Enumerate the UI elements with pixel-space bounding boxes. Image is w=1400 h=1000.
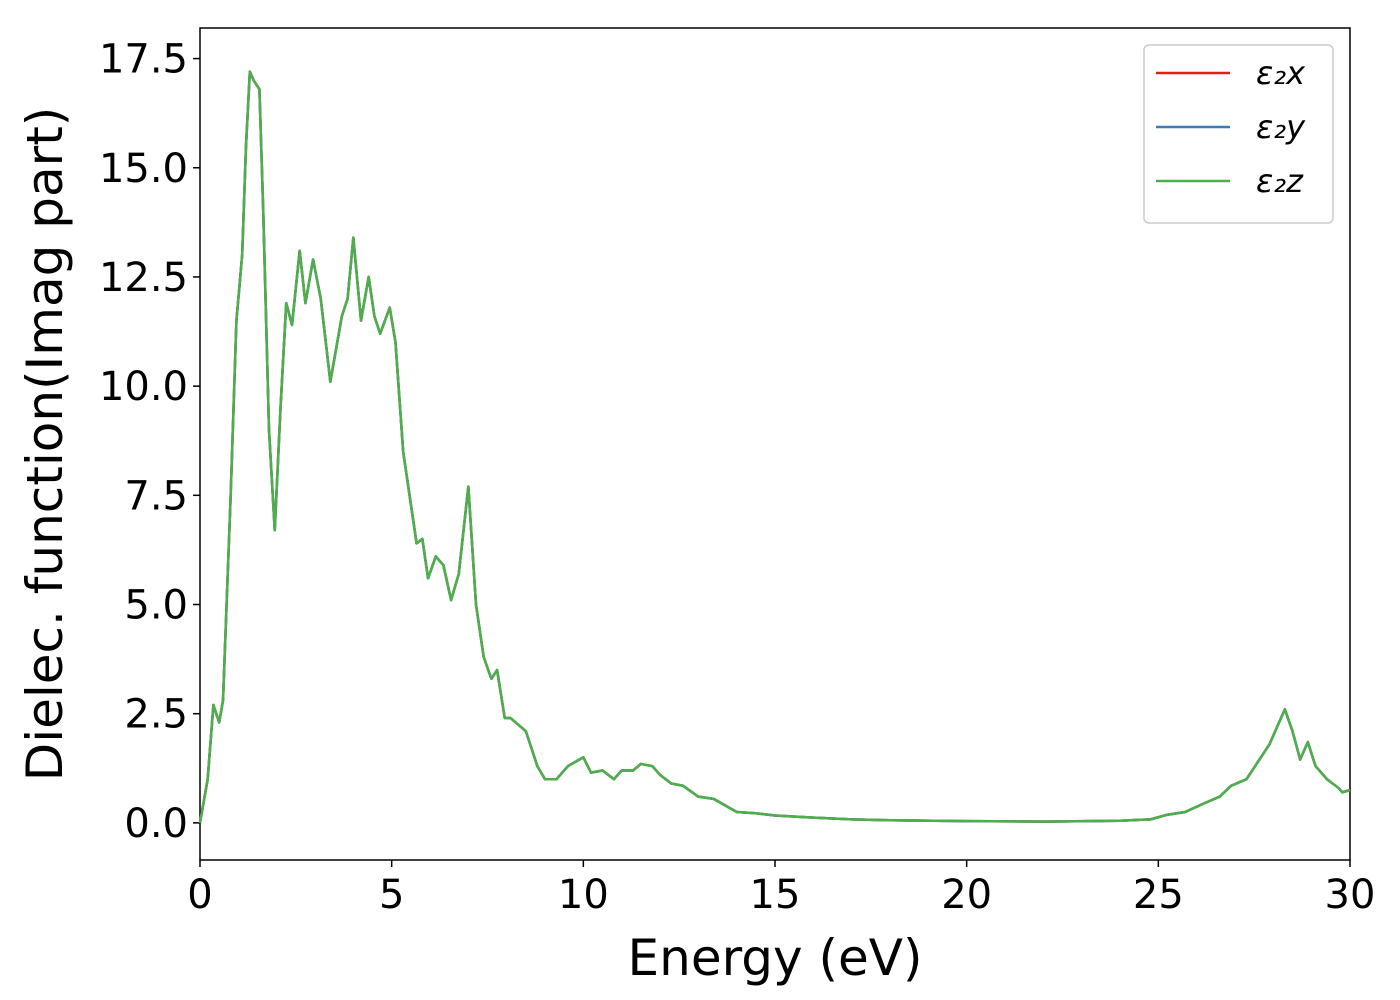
y-tick-label: 2.5 <box>124 692 188 738</box>
x-tick-label: 30 <box>1325 872 1376 918</box>
y-axis-label: Dielec. function(Imag part) <box>16 107 74 782</box>
x-tick-label: 15 <box>750 872 801 918</box>
y-tick-label: 10.0 <box>99 364 188 410</box>
x-tick-label: 10 <box>558 872 609 918</box>
x-tick-label: 0 <box>187 872 212 918</box>
legend-label: ε₂z <box>1256 162 1304 200</box>
y-tick-label: 7.5 <box>124 473 188 519</box>
y-tick-label: 17.5 <box>99 37 188 83</box>
y-tick-label: 5.0 <box>124 583 188 629</box>
x-tick-label: 25 <box>1133 872 1184 918</box>
legend-box <box>1143 44 1334 224</box>
data-line <box>198 70 1351 824</box>
x-tick-label: 5 <box>379 872 404 918</box>
x-tick-label: 20 <box>941 872 992 918</box>
y-tick-label: 12.5 <box>99 255 188 301</box>
legend-label: ε₂y <box>1256 108 1306 146</box>
y-tick-label: 0.0 <box>124 801 188 847</box>
x-axis-label: Energy (eV) <box>628 929 923 987</box>
legend-label: ε₂x <box>1256 54 1306 92</box>
y-tick-label: 15.0 <box>99 146 188 192</box>
